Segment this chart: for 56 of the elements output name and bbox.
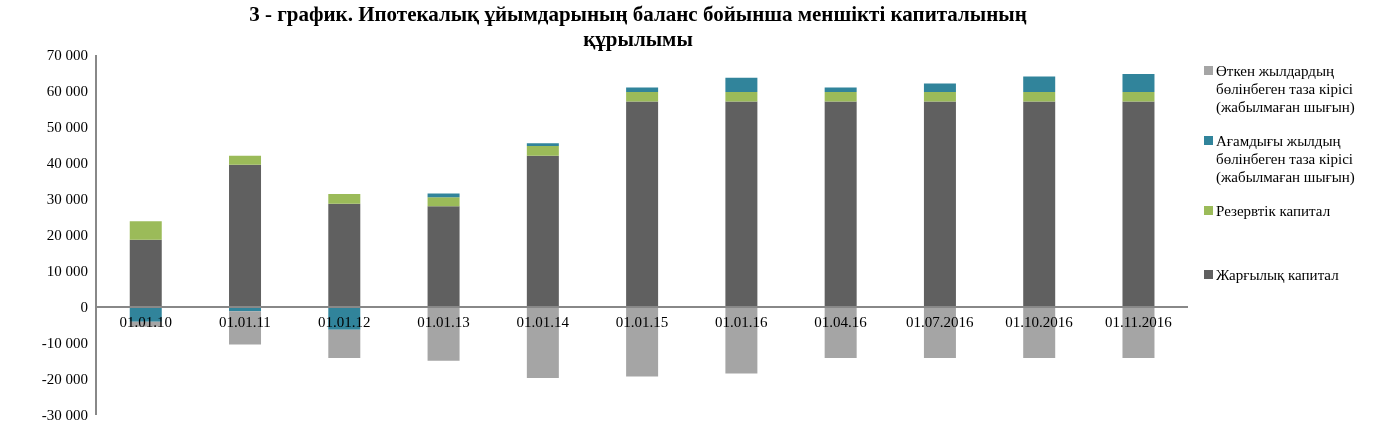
x-tick-label: 01.01.13 (417, 314, 470, 330)
bar (129, 239, 162, 307)
bar (1023, 92, 1056, 102)
x-tick-label: 01.01.16 (715, 314, 769, 330)
bar (725, 77, 758, 93)
bar (229, 155, 262, 165)
bar (427, 206, 460, 307)
bar (626, 92, 659, 102)
legend-label: Резервтік капитал (1216, 202, 1331, 220)
bar (725, 101, 758, 307)
bar (1023, 76, 1056, 93)
bar (923, 92, 956, 102)
bar (824, 92, 857, 102)
bar (626, 101, 659, 307)
x-tick-label: 01.01.14 (516, 314, 570, 330)
y-tick-label: 20 000 (46, 227, 88, 244)
legend-label: Ағамдығы жылдың бөлінбеген таза кірісі (жабылмаған шығын) (1216, 132, 1356, 186)
y-tick-label: -20 000 (41, 371, 88, 388)
bar (923, 83, 956, 93)
bar (526, 155, 559, 307)
x-tick-label: 01.01.15 (615, 314, 669, 330)
bar (328, 203, 361, 307)
bar (1023, 101, 1056, 307)
bar (1122, 74, 1155, 93)
bar (328, 193, 361, 204)
y-tick-label: 30 000 (46, 191, 88, 208)
x-tick-label: 01.07.2016 (906, 314, 975, 330)
x-tick-label: 01.11.2016 (1104, 314, 1173, 330)
bar (526, 146, 559, 156)
legend-label: Жарғылық капитал (1216, 266, 1339, 284)
bar (427, 197, 460, 207)
x-tick-label: 01.10.2016 (1005, 314, 1074, 330)
bar (526, 143, 559, 147)
x-tick-label: 01.01.11 (218, 314, 271, 330)
x-tick-label: 01.01.10 (119, 314, 172, 330)
y-tick-label: -10 000 (41, 335, 88, 352)
bar (626, 87, 659, 93)
y-tick-label: 10 000 (46, 263, 88, 280)
y-tick-label: 70 000 (46, 47, 88, 64)
y-tick-label: -30 000 (41, 407, 88, 424)
bar (129, 221, 162, 240)
bar (229, 164, 262, 307)
x-tick-label: 01.04.16 (814, 314, 868, 330)
y-tick-label: 0 (80, 299, 88, 316)
bar (923, 101, 956, 307)
bar (1122, 92, 1155, 102)
y-tick-label: 50 000 (46, 119, 88, 136)
bar (824, 87, 857, 93)
bar (1122, 101, 1155, 307)
bar (328, 329, 361, 359)
y-tick-label: 60 000 (46, 83, 88, 100)
chart-title: 3 - график. Ипотекалық ұйымдарының баланс бойынша меншікті капиталының құрылымы (248, 2, 1028, 52)
bar (824, 101, 857, 307)
y-tick-label: 40 000 (46, 155, 88, 172)
bar (725, 92, 758, 102)
legend-label: Өткен жылдардың бөлінбеген таза кірісі (жабылмаған шығын) (1216, 62, 1356, 116)
